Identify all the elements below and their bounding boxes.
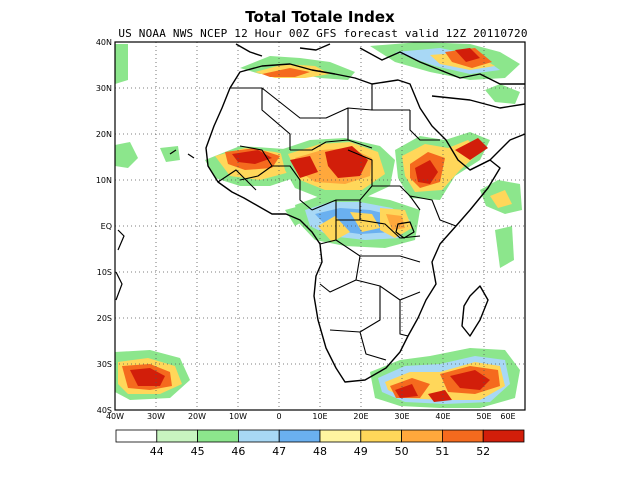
country-borders bbox=[217, 84, 457, 361]
lat-label: EQ bbox=[101, 222, 112, 231]
lon-label: 40E bbox=[435, 412, 450, 421]
colorbar-swatch bbox=[482, 429, 525, 443]
colorbar-label: 45 bbox=[191, 445, 205, 458]
colorbar-label: 52 bbox=[476, 445, 490, 458]
lon-label: 20W bbox=[188, 412, 206, 421]
colorbar-swatch bbox=[319, 429, 362, 443]
lon-label: 0 bbox=[276, 412, 281, 421]
lake-victoria bbox=[395, 221, 415, 239]
index-shading bbox=[115, 42, 522, 408]
colorbar-swatch bbox=[156, 429, 199, 443]
lat-label: 30N bbox=[96, 84, 112, 93]
lat-axis: 40N 30N 20N 10N EQ 10S 20S 30S 40S bbox=[96, 38, 112, 415]
lon-label: 10E bbox=[312, 412, 327, 421]
colorbar-swatch bbox=[237, 429, 280, 443]
colorbar-label: 47 bbox=[272, 445, 286, 458]
colorbar-label: 50 bbox=[395, 445, 409, 458]
colorbar-label: 49 bbox=[354, 445, 368, 458]
colorbar-swatch bbox=[197, 429, 239, 443]
lon-label: 30E bbox=[394, 412, 409, 421]
lat-label: 10N bbox=[96, 176, 112, 185]
colorbar-label: 46 bbox=[231, 445, 245, 458]
colorbar-swatch bbox=[278, 429, 321, 443]
colorbar-swatch bbox=[360, 429, 402, 443]
map-panel bbox=[114, 41, 526, 411]
lat-label: 40N bbox=[96, 38, 112, 47]
lon-label: 40W bbox=[106, 412, 124, 421]
lon-label: 50E bbox=[476, 412, 491, 421]
lat-label: 30S bbox=[97, 360, 112, 369]
arabia-coastline bbox=[431, 95, 526, 171]
map-subtitle: US NOAA NWS NCEP 12 Hour 00Z GFS forecas… bbox=[118, 27, 528, 40]
lon-label: 60E bbox=[500, 412, 515, 421]
madagascar-coastline bbox=[461, 285, 489, 337]
lon-label: 20E bbox=[353, 412, 368, 421]
map-frame bbox=[114, 41, 526, 411]
lon-label: 10W bbox=[229, 412, 247, 421]
colorbar-swatch bbox=[115, 429, 158, 443]
lon-label: 30W bbox=[147, 412, 165, 421]
lat-label: 20N bbox=[96, 130, 112, 139]
lat-label: 20S bbox=[97, 314, 112, 323]
lon-axis: 40W 30W 20W 10W 0 10E 20E 30E 40E 50E 60… bbox=[106, 412, 516, 421]
colorbar-label: 44 bbox=[150, 445, 164, 458]
colorbar-swatch bbox=[401, 429, 443, 443]
coastlines-and-borders bbox=[115, 43, 526, 383]
colorbar-label: 51 bbox=[435, 445, 449, 458]
map-title: Total Totale Index bbox=[245, 8, 395, 26]
colorbar: 44 45 46 47 48 49 50 51 52 bbox=[115, 429, 525, 458]
lat-label: 10S bbox=[97, 268, 112, 277]
lat-label: 40S bbox=[97, 406, 112, 415]
grid-lines bbox=[115, 42, 525, 410]
colorbar-swatch bbox=[441, 429, 484, 443]
africa-coastline bbox=[205, 63, 501, 383]
colorbar-label: 48 bbox=[313, 445, 327, 458]
